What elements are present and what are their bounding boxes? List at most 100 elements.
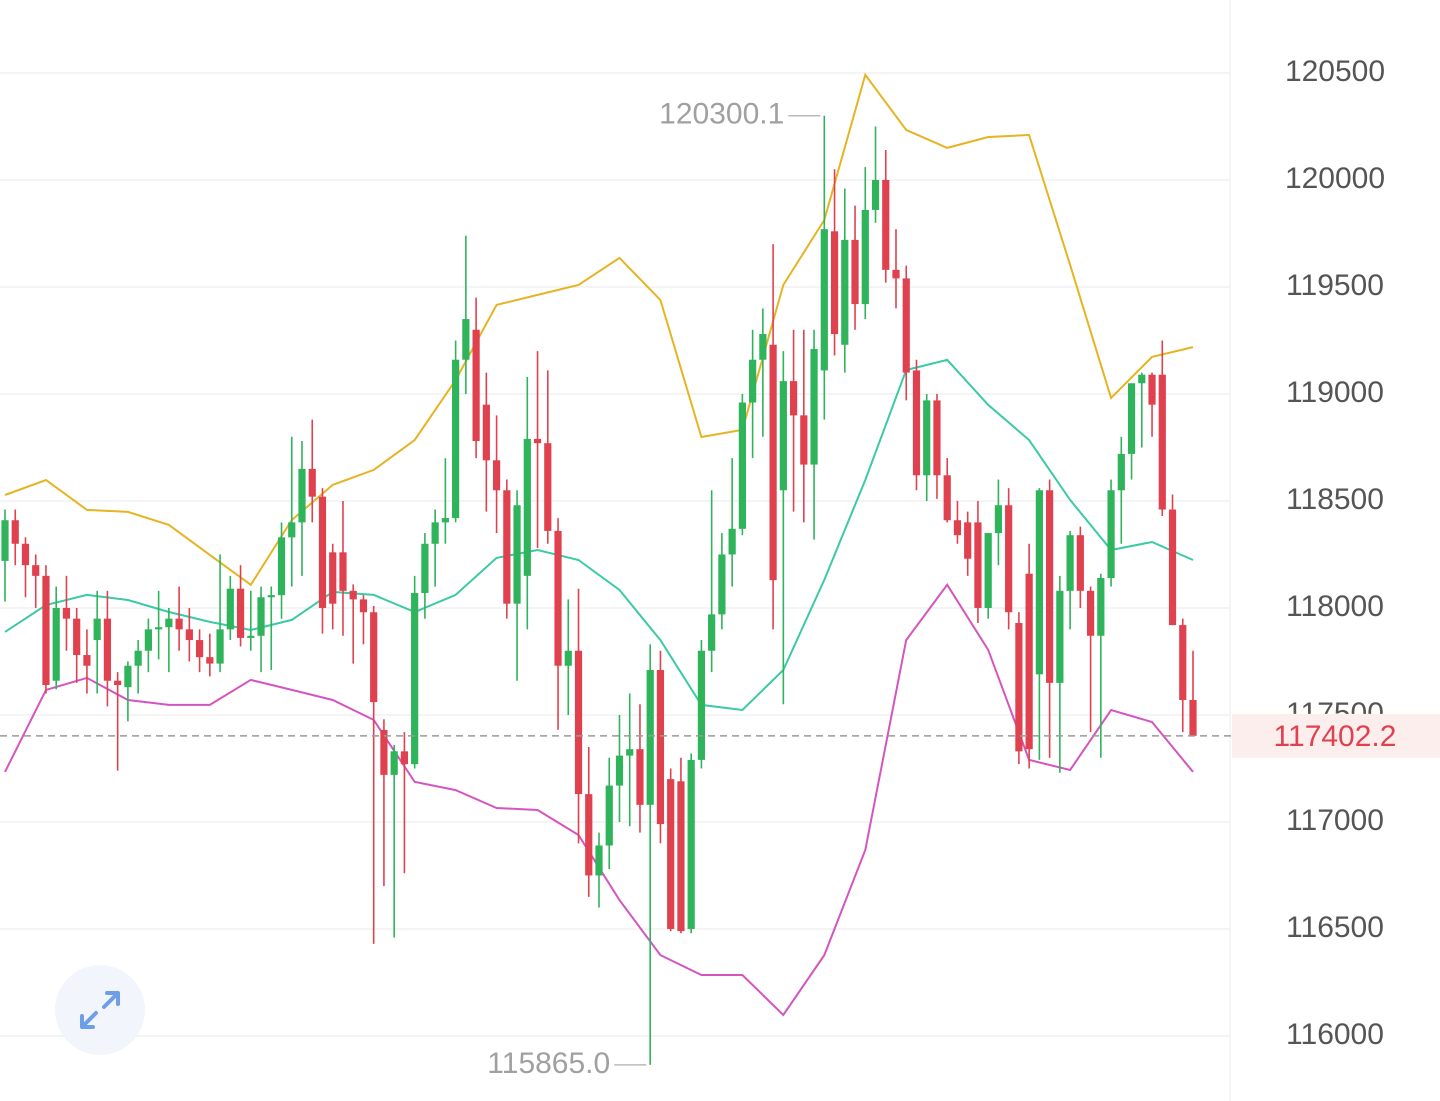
candle-body	[585, 794, 593, 876]
candle-body	[687, 759, 695, 929]
last-price-box	[1232, 713, 1440, 758]
candle-body	[73, 618, 81, 656]
candle-body	[820, 229, 828, 371]
plot-area	[1, 72, 1197, 1065]
candle-body	[533, 438, 542, 444]
candle-body	[144, 629, 152, 651]
candle-body	[185, 629, 193, 641]
candle-body	[964, 522, 972, 559]
candle-body	[851, 239, 859, 305]
candle-body	[943, 475, 951, 521]
candle-body	[390, 751, 398, 775]
candle-body	[339, 552, 347, 591]
candle-body	[738, 402, 746, 529]
candle-body	[953, 520, 962, 536]
y-tick-label: 118500	[1286, 483, 1384, 516]
candle-body	[236, 588, 245, 638]
candle-body	[431, 522, 439, 544]
y-tick-label: 117000	[1286, 804, 1384, 837]
y-tick-label: 119500	[1286, 269, 1384, 302]
candle-body	[605, 785, 613, 846]
candle-body	[318, 496, 327, 608]
candle-body	[441, 518, 449, 523]
candle-body	[779, 381, 787, 491]
candle-body	[1076, 535, 1084, 591]
candle-body	[544, 443, 552, 531]
candle-body	[656, 670, 665, 825]
candle-body	[749, 359, 757, 403]
candle-body	[974, 522, 982, 608]
candle-body	[42, 575, 50, 685]
candle-body	[1148, 374, 1156, 405]
expand-button-bg	[55, 965, 145, 1055]
candle-body	[277, 537, 286, 596]
candle-body	[472, 329, 480, 442]
candle-body	[1158, 374, 1166, 510]
candle-body	[492, 460, 501, 491]
candle-body	[400, 751, 409, 765]
candle-body	[923, 400, 931, 476]
candle-body	[226, 588, 234, 630]
annotation-label: 120300.1	[659, 98, 784, 131]
candle-body	[554, 530, 562, 666]
candle-body	[994, 505, 1003, 534]
candle-body	[1066, 535, 1074, 591]
candle-body	[155, 627, 163, 630]
candle-body	[124, 665, 132, 688]
candle-body	[1138, 374, 1146, 384]
candle-body	[165, 618, 173, 628]
candle-body	[728, 528, 736, 555]
expand-button[interactable]	[55, 965, 145, 1055]
candle-body	[523, 438, 531, 576]
band-line	[4, 583, 1194, 1017]
candle-body	[1107, 490, 1115, 578]
candle-body	[1179, 625, 1187, 700]
candle-body	[708, 614, 716, 651]
candle-body	[206, 657, 214, 664]
overlay: 1160001165001170001175001180001185001190…	[0, 55, 1440, 1080]
candle-body	[1, 520, 9, 561]
candle-body	[933, 400, 941, 476]
candle-body	[1189, 699, 1197, 736]
candle-body	[759, 334, 767, 360]
candle-body	[789, 381, 798, 416]
candle-body	[298, 468, 306, 523]
candle-body	[257, 597, 265, 636]
last-price-label: 117402.2	[1274, 720, 1397, 753]
candle-body	[329, 552, 337, 604]
candle-body	[452, 359, 460, 519]
candle-body	[134, 650, 142, 666]
candle-body	[52, 607, 60, 681]
candle-body	[871, 179, 880, 210]
candle-body	[267, 595, 275, 598]
candle-body	[62, 607, 71, 619]
candle-body	[421, 543, 429, 593]
candle-body	[308, 468, 316, 497]
candle-body	[21, 543, 30, 566]
candle-body	[574, 650, 583, 795]
candle-body	[912, 370, 921, 476]
candle-body	[1025, 573, 1033, 750]
candle-body	[646, 670, 654, 805]
y-tick-label: 119000	[1286, 376, 1384, 409]
candle-body	[677, 781, 685, 932]
candle-body	[83, 655, 91, 666]
candle-body	[718, 554, 726, 615]
candle-body	[462, 319, 470, 360]
candle-body	[411, 592, 419, 765]
candle-body	[667, 779, 675, 929]
candle-body	[1056, 590, 1064, 683]
candle-body	[800, 415, 808, 465]
candle-body	[1086, 590, 1095, 636]
candle-body	[503, 490, 511, 604]
candle-body	[175, 618, 183, 630]
candle-body	[1097, 577, 1105, 636]
candle-body	[902, 278, 910, 373]
candle-body	[626, 749, 634, 756]
candle-body	[216, 629, 224, 664]
candle-body	[482, 404, 490, 461]
candle-body	[349, 590, 357, 600]
y-tick-label: 118000	[1286, 590, 1384, 623]
candle-body	[11, 520, 19, 544]
candle-body	[1127, 383, 1136, 454]
